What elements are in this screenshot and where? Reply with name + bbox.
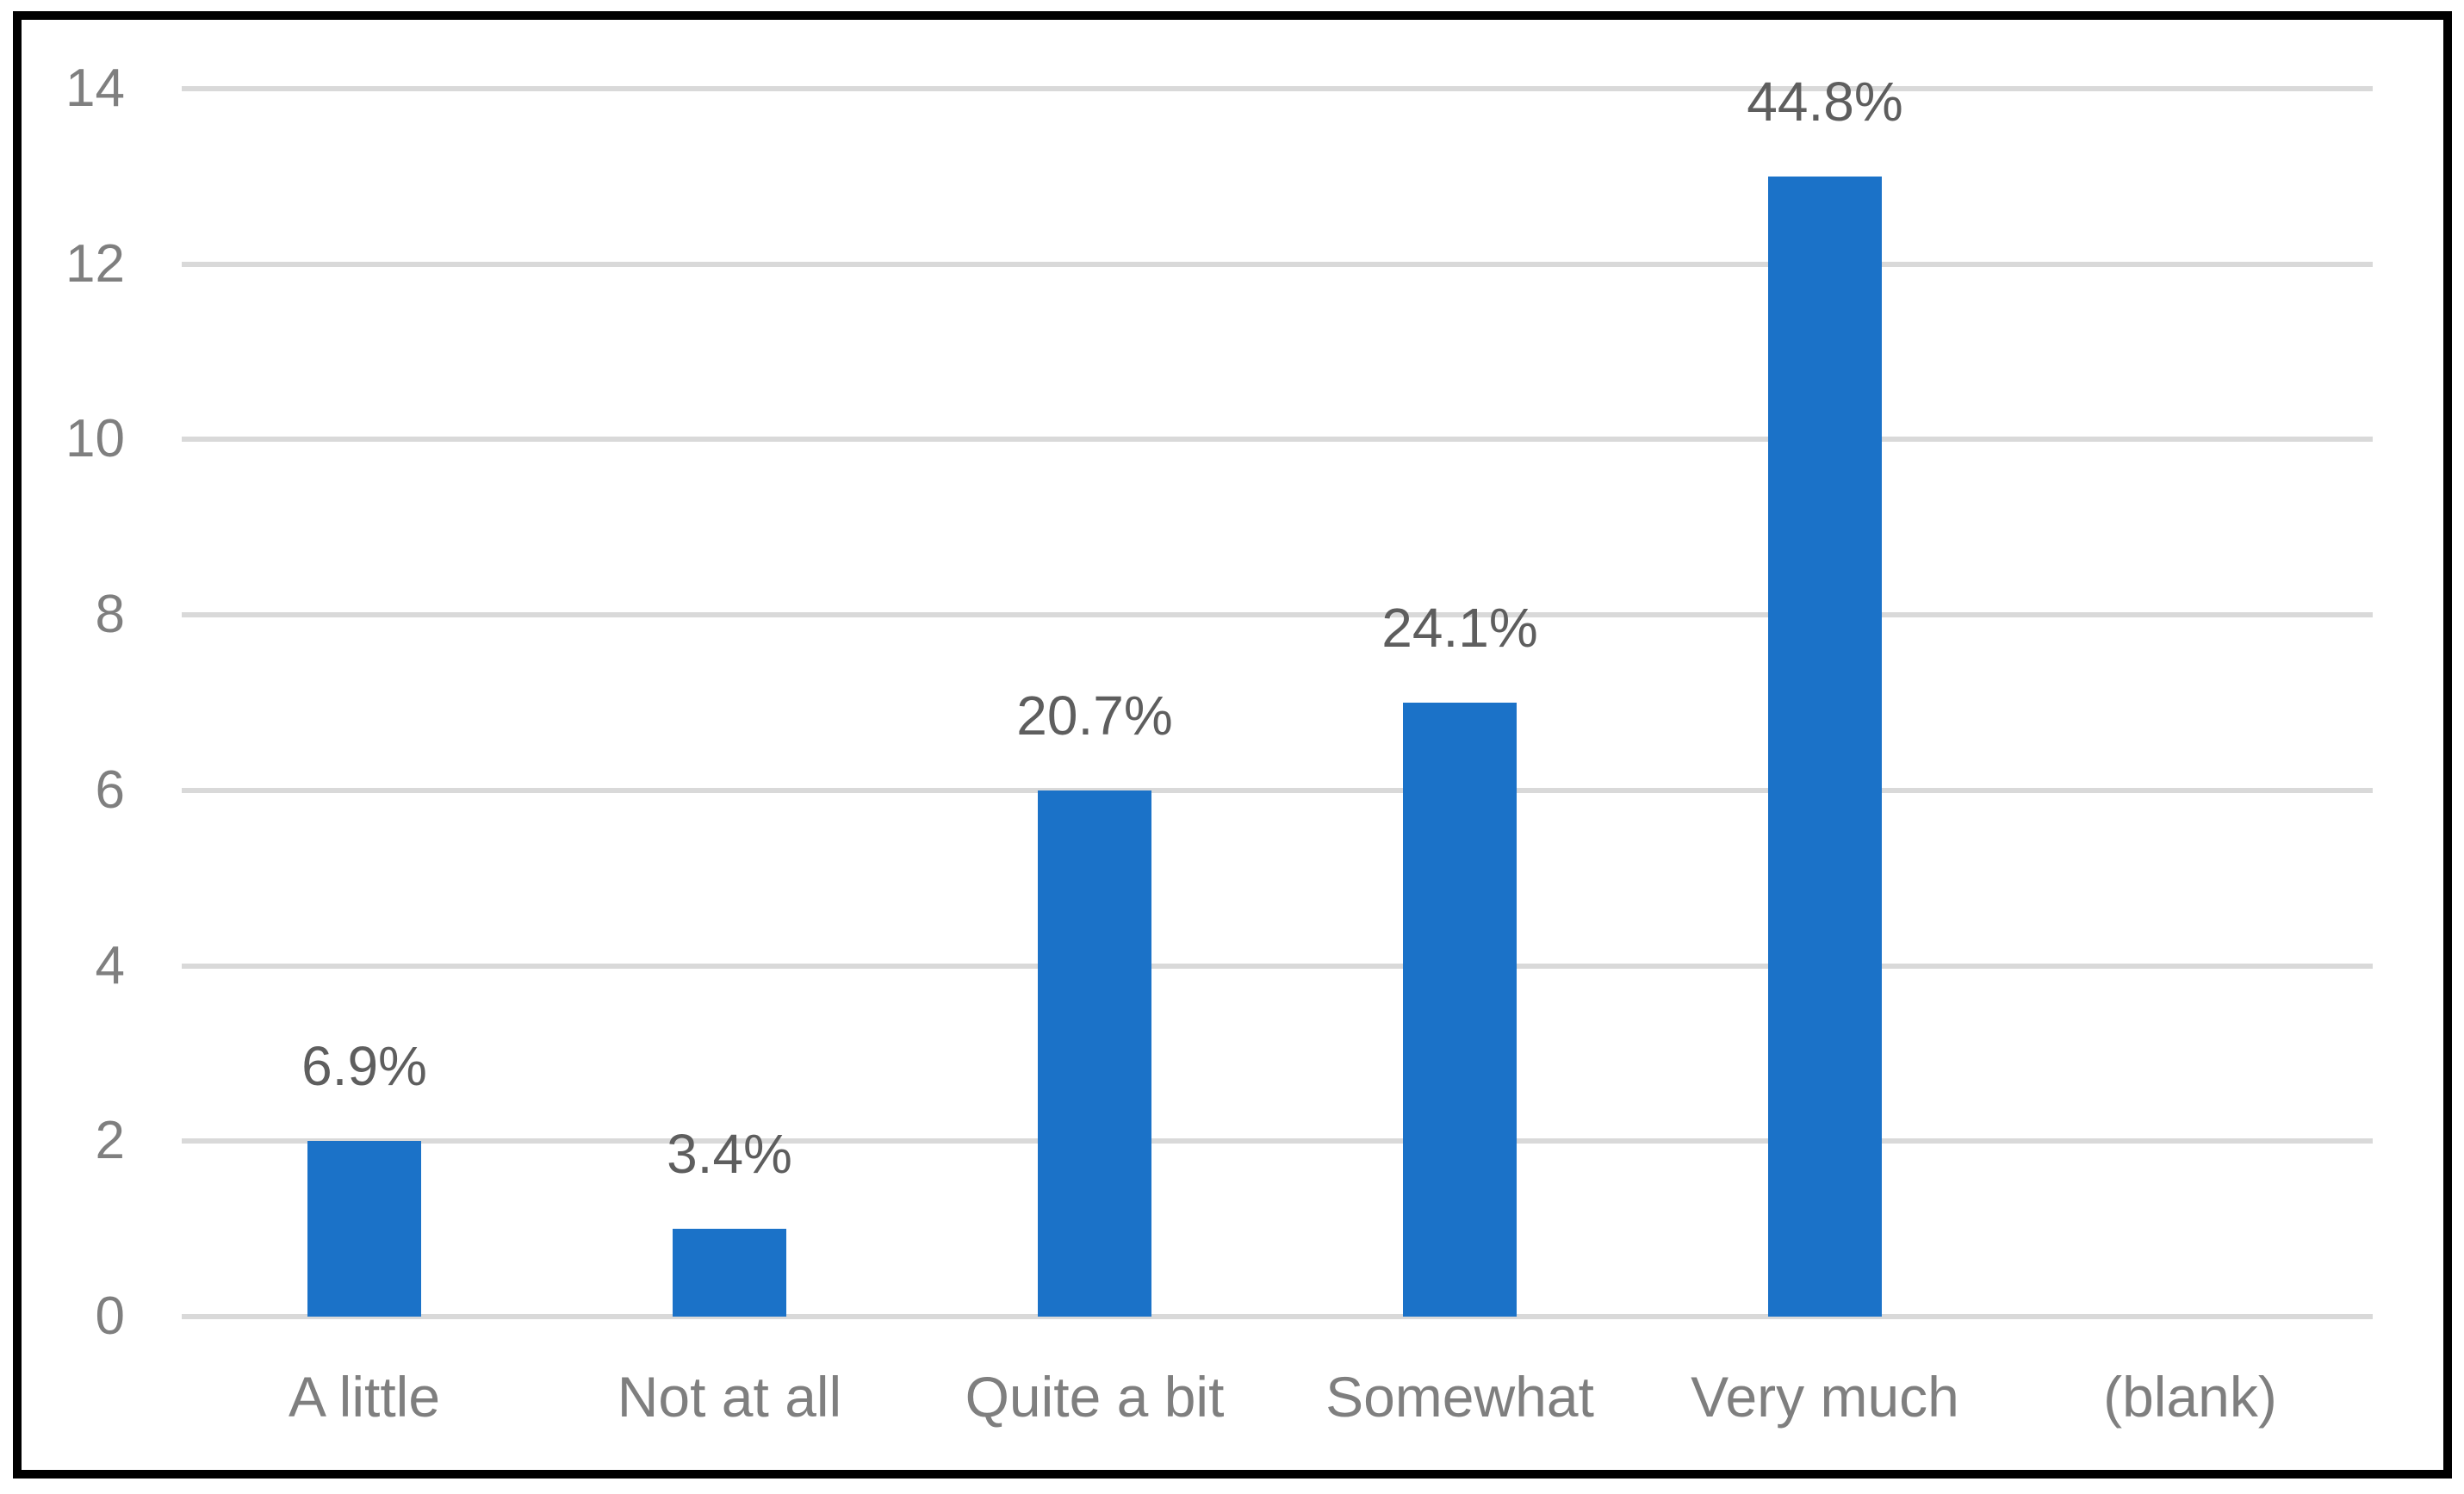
gridline-y6 [182, 787, 2373, 793]
data-label: 24.1% [1381, 597, 1538, 659]
data-label: 20.7% [1016, 684, 1173, 747]
data-label: 44.8% [1747, 70, 1903, 133]
bar-not-at-all [673, 1229, 786, 1317]
category-label: Quite a bit [965, 1365, 1225, 1429]
bar-somewhat [1403, 703, 1517, 1317]
bar-very-much [1768, 176, 1882, 1317]
gridline-y2 [182, 1138, 2373, 1144]
gridline-y0 [182, 1314, 2373, 1319]
gridline-y12 [182, 261, 2373, 267]
category-label: (blank) [2103, 1365, 2277, 1429]
y-tick-label: 8 [95, 585, 125, 645]
y-tick-label: 12 [65, 233, 125, 294]
bar-quite-a-bit [1038, 790, 1151, 1317]
chart-border-frame [13, 11, 2452, 1479]
data-label: 3.4% [667, 1123, 792, 1186]
category-label: A little [288, 1365, 441, 1429]
bar-a-little [307, 1141, 421, 1317]
y-tick-label: 14 [65, 59, 125, 118]
y-tick-label: 10 [65, 409, 125, 469]
gridline-y8 [182, 612, 2373, 618]
gridline-y4 [182, 963, 2373, 969]
y-tick-label: 6 [95, 759, 125, 820]
y-tick-label: 4 [95, 935, 125, 995]
category-label: Somewhat [1325, 1365, 1594, 1429]
y-tick-label: 0 [95, 1286, 125, 1346]
gridline-y14 [182, 86, 2373, 91]
category-label: Not at all [617, 1365, 842, 1429]
y-tick-label: 2 [95, 1111, 125, 1171]
category-label: Very much [1691, 1365, 1959, 1429]
data-label: 6.9% [301, 1035, 427, 1098]
gridline-y10 [182, 437, 2373, 443]
